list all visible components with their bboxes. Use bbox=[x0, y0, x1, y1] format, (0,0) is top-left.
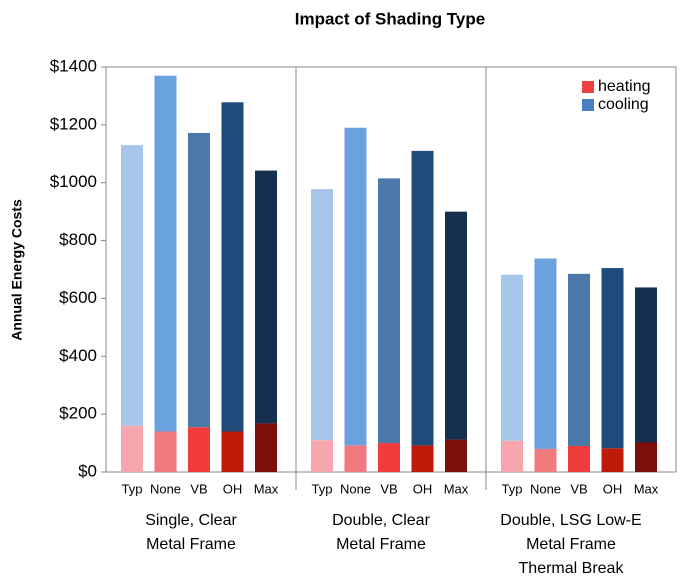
bar-segment bbox=[411, 150, 434, 446]
x-tick-label: OH bbox=[413, 481, 433, 496]
x-tick-label: VB bbox=[380, 481, 397, 496]
group-label: Metal Frame bbox=[336, 536, 426, 553]
y-axis-label: Annual Energy Costs bbox=[9, 199, 25, 341]
y-tick-label: $1400 bbox=[50, 56, 97, 75]
bar-segment bbox=[344, 445, 367, 472]
bar-segment bbox=[154, 75, 177, 432]
bar-segment bbox=[568, 273, 590, 446]
bar-segment bbox=[601, 268, 624, 449]
bar-segment bbox=[534, 448, 557, 472]
x-tick-label: Typ bbox=[122, 481, 143, 496]
chart-title: Impact of Shading Type bbox=[295, 9, 485, 28]
group-label: Double, LSG Low-E bbox=[500, 512, 641, 529]
y-tick-label: $1200 bbox=[50, 114, 97, 133]
bar-segment bbox=[601, 448, 624, 472]
bar-segment bbox=[635, 287, 657, 443]
x-tick-label: VB bbox=[570, 481, 587, 496]
group-label: Double, Clear bbox=[332, 512, 431, 529]
x-tick-label: OH bbox=[223, 481, 243, 496]
x-tick-label: None bbox=[340, 481, 371, 496]
bar-segment bbox=[445, 211, 467, 440]
bar-segment bbox=[635, 442, 657, 472]
group-label: Single, Clear bbox=[145, 512, 237, 529]
x-tick-label: Typ bbox=[502, 481, 523, 496]
bar-segment bbox=[534, 258, 557, 449]
bar-segment bbox=[378, 443, 400, 472]
y-tick-label: $800 bbox=[59, 230, 97, 249]
bar-segment bbox=[188, 427, 210, 472]
legend-swatch bbox=[582, 81, 594, 93]
bar-segment bbox=[568, 445, 590, 472]
bar-segment bbox=[121, 145, 143, 426]
bar-segment bbox=[344, 127, 367, 446]
legend-label: heating bbox=[598, 78, 651, 95]
x-tick-label: VB bbox=[190, 481, 207, 496]
group-label: Metal Frame bbox=[146, 536, 236, 553]
group-label: Thermal Break bbox=[519, 560, 625, 577]
bar-segment bbox=[445, 439, 467, 472]
y-tick-label: $200 bbox=[59, 404, 97, 423]
bar-segment bbox=[188, 132, 210, 428]
bar-segment bbox=[411, 445, 434, 472]
bar-segment bbox=[255, 170, 277, 424]
x-tick-label: Typ bbox=[312, 481, 333, 496]
x-tick-label: OH bbox=[603, 481, 623, 496]
bar-segment bbox=[311, 189, 333, 441]
legend-swatch bbox=[582, 99, 594, 111]
bar-segment bbox=[221, 431, 244, 472]
group-label: Metal Frame bbox=[526, 536, 616, 553]
bar-segment bbox=[121, 425, 143, 472]
bar-segment bbox=[311, 440, 333, 472]
y-tick-label: $600 bbox=[59, 288, 97, 307]
legend-label: cooling bbox=[598, 96, 649, 113]
x-tick-label: None bbox=[530, 481, 561, 496]
y-tick-label: $1000 bbox=[50, 172, 97, 191]
bar-segment bbox=[378, 178, 400, 444]
bar-segment bbox=[154, 431, 177, 472]
x-tick-label: Max bbox=[444, 481, 469, 496]
y-tick-label: $400 bbox=[59, 346, 97, 365]
x-tick-label: Max bbox=[634, 481, 659, 496]
bar-segment bbox=[255, 423, 277, 472]
bar-segment bbox=[501, 440, 523, 472]
bar-segment bbox=[501, 274, 523, 441]
x-tick-label: None bbox=[150, 481, 181, 496]
y-tick-label: $0 bbox=[78, 461, 97, 480]
x-tick-label: Max bbox=[254, 481, 279, 496]
bar-segment bbox=[221, 102, 244, 432]
